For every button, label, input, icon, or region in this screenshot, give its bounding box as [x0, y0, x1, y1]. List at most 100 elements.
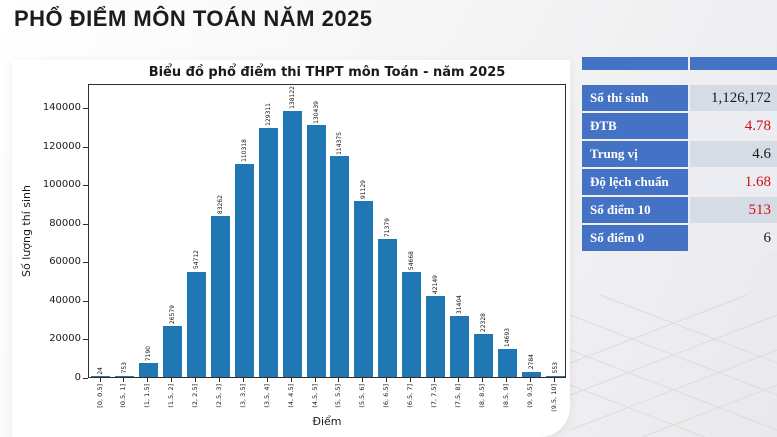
score-distribution-chart: Biểu đồ phổ điểm thi THPT môn Toán - năm…	[12, 60, 570, 437]
x-tick-label: (1, 1.5]	[143, 384, 152, 408]
x-tick	[147, 378, 149, 382]
bar-value-label: 54712	[193, 250, 200, 270]
stat-label: Độ lệch chuẩn	[582, 169, 688, 195]
bar	[187, 271, 206, 377]
y-tick-label: 20000	[49, 333, 81, 345]
x-tick-label: [0, 0.5]	[95, 384, 104, 408]
x-axis-label: Điểm	[312, 415, 342, 428]
bar	[402, 271, 422, 377]
stat-label: ĐTB	[582, 113, 688, 139]
table-header-cell	[582, 57, 688, 70]
x-tick	[457, 378, 459, 382]
bar-value-label: 2784	[527, 354, 535, 370]
bar-value-label: 110318	[240, 139, 248, 163]
bar	[282, 110, 302, 377]
y-tick-label: 140000	[42, 102, 81, 113]
statistics-table: Số thí sinh 1,126,172 ĐTB 4.78 Trung vị 4.6 Độ…	[582, 57, 777, 251]
bar-value-label: 31404	[455, 295, 463, 315]
bar	[115, 375, 135, 377]
stat-label: Trung vị	[582, 141, 688, 167]
table-header-cell	[690, 57, 777, 70]
y-tick	[83, 146, 88, 148]
y-tick	[83, 378, 88, 379]
stat-value: 4.6	[690, 141, 777, 167]
bar	[163, 325, 183, 377]
x-tick	[195, 378, 197, 382]
x-tick-label: (8, 8.5]	[477, 384, 486, 408]
bar	[330, 156, 350, 377]
bar-value-label: 129311	[264, 102, 272, 126]
bar-value-label: 22328	[479, 312, 487, 332]
bar	[210, 216, 230, 377]
x-tick-label: (6.5, 7]	[406, 384, 415, 408]
diamond-pattern-decoration	[570, 294, 777, 437]
x-tick-label: (5.5, 6]	[358, 384, 367, 408]
x-tick	[553, 378, 555, 382]
bar	[378, 239, 398, 377]
chart-title: Biểu đồ phổ điểm thi THPT môn Toán - năm…	[148, 65, 506, 80]
stat-label: Số điểm 10	[582, 197, 688, 223]
x-tick-label: (1.5, 2]	[167, 384, 176, 408]
bar	[545, 375, 565, 377]
x-tick	[505, 378, 507, 382]
x-tick	[99, 378, 101, 382]
x-tick-label: (2, 2.5]	[191, 384, 200, 408]
stat-label: Số thí sinh	[582, 85, 688, 111]
y-tick-label: 40000	[49, 294, 81, 306]
bar	[91, 376, 111, 377]
x-tick-label: (8.5, 9]	[501, 384, 510, 408]
bar-value-label: 138122	[288, 85, 296, 109]
y-tick	[83, 185, 88, 187]
x-tick-label: (7.5, 8]	[453, 384, 462, 408]
x-tick-label: (9.5, 10]	[549, 384, 558, 412]
bar	[354, 201, 374, 377]
y-tick	[83, 300, 88, 302]
x-tick	[314, 378, 316, 382]
y-tick-label: 120000	[42, 140, 81, 152]
x-tick	[242, 378, 244, 382]
bar-value-label: 71379	[384, 218, 392, 238]
x-tick-label: (7, 7.5]	[430, 384, 438, 408]
x-tick	[123, 378, 125, 382]
y-tick	[83, 262, 88, 264]
x-tick	[290, 378, 292, 382]
page-title: PHỔ ĐIỂM MÔN TOÁN NĂM 2025	[14, 6, 373, 31]
x-tick	[481, 378, 483, 382]
x-tick-label: (3, 3.5]	[238, 384, 247, 408]
stat-label: Số điểm 0	[582, 225, 688, 251]
x-tick	[338, 378, 340, 382]
x-tick-label: (6, 6.5]	[382, 384, 391, 408]
bar	[497, 348, 517, 377]
bar-value-label: 130439	[312, 100, 320, 124]
bar-value-label: 24	[97, 366, 105, 375]
x-tick-label: (9, 9.5]	[525, 384, 534, 408]
x-tick	[171, 378, 173, 382]
bar	[426, 295, 445, 377]
y-tick-label: 0	[74, 372, 81, 383]
x-tick-label: (5, 5.5]	[334, 384, 343, 408]
bar	[473, 333, 493, 377]
bar	[306, 125, 326, 377]
x-tick	[529, 378, 531, 382]
bar-value-label: 553	[551, 362, 559, 374]
x-tick-label: (4.5, 5]	[310, 384, 319, 408]
bar	[234, 164, 254, 377]
stat-value: 4.78	[690, 113, 777, 139]
bar-value-label: 83262	[216, 195, 224, 215]
stat-value: 6	[690, 225, 777, 251]
bar-value-label: 14693	[503, 327, 511, 347]
bar-value-label: 91129	[360, 180, 368, 200]
x-tick	[386, 378, 388, 382]
plot-area: 24 753 7190 26579 54712 83262 110318 129311 1381…	[88, 84, 566, 378]
bar-value-label: 7190	[145, 345, 153, 362]
x-tick	[410, 378, 412, 382]
bar-value-label: 54668	[408, 250, 416, 270]
y-tick-label: 100000	[42, 179, 81, 191]
x-tick	[266, 378, 268, 382]
y-tick	[83, 223, 88, 225]
bar	[449, 316, 469, 377]
y-tick	[83, 108, 88, 109]
x-tick-label: (4, 4.5]	[286, 384, 295, 408]
stat-value: 513	[690, 197, 777, 223]
